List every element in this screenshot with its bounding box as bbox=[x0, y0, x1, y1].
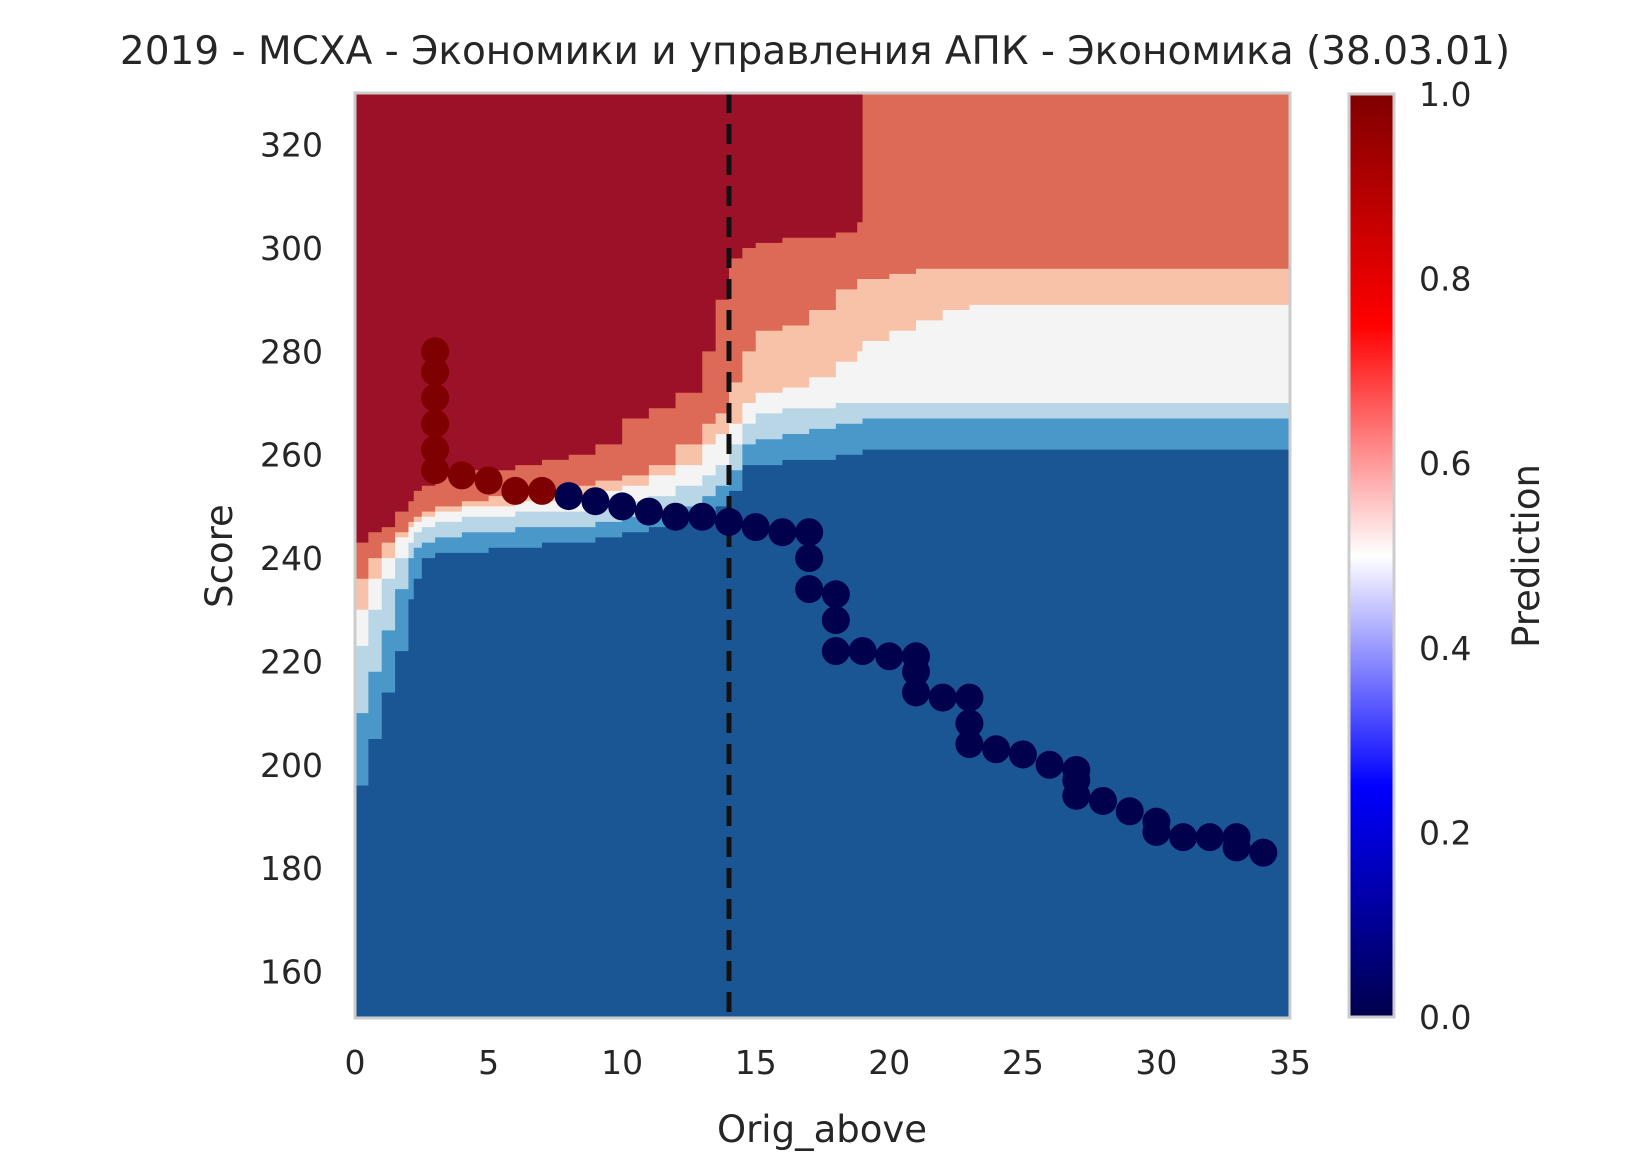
x-tick-labels: 0 5 10 15 20 25 30 35 bbox=[345, 1043, 1312, 1082]
scatter-point bbox=[715, 507, 743, 536]
scatter-point bbox=[501, 476, 530, 505]
colorbar-tick-label: 0.6 bbox=[1419, 444, 1471, 483]
y-tick-label: 200 bbox=[260, 746, 323, 785]
scatter-point bbox=[1089, 786, 1117, 815]
scatter-point bbox=[795, 575, 824, 604]
scatter-point bbox=[554, 482, 583, 511]
scatter-point bbox=[447, 461, 476, 490]
scatter-point bbox=[982, 735, 1011, 764]
scatter-point bbox=[875, 642, 904, 671]
scatter-point bbox=[661, 502, 690, 531]
chart-title: 2019 - МСХА - Экономики и управления АПК… bbox=[120, 29, 1510, 74]
x-tick-label: 0 bbox=[345, 1043, 366, 1082]
y-tick-label: 180 bbox=[260, 849, 323, 888]
y-tick-label: 320 bbox=[260, 126, 323, 165]
scatter-point bbox=[902, 678, 930, 707]
scatter-point bbox=[421, 358, 450, 387]
y-axis-label: Score bbox=[198, 504, 241, 608]
colorbar bbox=[1347, 92, 1396, 1019]
scatter-point bbox=[768, 518, 797, 547]
scatter-point bbox=[821, 580, 850, 609]
scatter-point bbox=[848, 637, 877, 666]
scatter-point bbox=[1169, 823, 1198, 852]
scatter-points bbox=[421, 337, 1278, 867]
x-tick-label: 20 bbox=[868, 1043, 910, 1082]
y-tick-label: 220 bbox=[260, 642, 323, 681]
region-level-0.9 bbox=[355, 93, 1290, 543]
x-tick-label: 25 bbox=[1002, 1043, 1044, 1082]
scatter-point bbox=[821, 637, 850, 666]
scatter-point bbox=[688, 502, 717, 531]
scatter-point bbox=[1195, 823, 1224, 852]
colorbar-tick-label: 0.2 bbox=[1419, 813, 1471, 852]
scatter-point bbox=[421, 456, 450, 485]
scatter-point bbox=[608, 492, 637, 521]
scatter-point bbox=[581, 487, 610, 516]
scatter-point bbox=[955, 730, 984, 759]
colorbar-tick-label: 0.4 bbox=[1419, 629, 1471, 668]
colorbar-label: Prediction bbox=[1505, 464, 1548, 648]
x-axis-label: Orig_above bbox=[717, 1108, 927, 1151]
scatter-point bbox=[741, 513, 770, 542]
scatter-point bbox=[1115, 797, 1144, 826]
scatter-point bbox=[795, 518, 824, 547]
scatter-point bbox=[1062, 781, 1091, 810]
scatter-point bbox=[1249, 838, 1278, 867]
y-tick-label: 240 bbox=[260, 539, 323, 578]
colorbar-tick-label: 0.0 bbox=[1419, 998, 1471, 1037]
scatter-point bbox=[421, 435, 450, 464]
scatter-point bbox=[1035, 750, 1064, 779]
x-tick-label: 10 bbox=[601, 1043, 643, 1082]
scatter-point bbox=[928, 683, 957, 712]
x-tick-label: 5 bbox=[478, 1043, 499, 1082]
colorbar-tick-label: 0.8 bbox=[1419, 260, 1471, 299]
x-tick-label: 15 bbox=[735, 1043, 777, 1082]
scatter-point bbox=[421, 337, 450, 366]
y-tick-labels: 160 180 200 220 240 260 280 300 320 bbox=[260, 126, 323, 992]
plot-frame bbox=[353, 91, 1292, 1020]
y-tick-label: 300 bbox=[260, 229, 323, 268]
colorbar-tick-label: 1.0 bbox=[1419, 75, 1471, 114]
scatter-point bbox=[795, 544, 824, 573]
scatter-point bbox=[474, 466, 503, 495]
colorbar-tick-labels: 0.0 0.2 0.4 0.6 0.8 1.0 bbox=[1419, 75, 1471, 1037]
scatter-point bbox=[821, 606, 850, 635]
scatter-point bbox=[902, 657, 930, 686]
scatter-point bbox=[421, 409, 450, 438]
scatter-point bbox=[1222, 833, 1251, 862]
scatter-point bbox=[1142, 817, 1171, 846]
scatter-point bbox=[421, 383, 450, 412]
x-tick-label: 35 bbox=[1269, 1043, 1311, 1082]
scatter-point bbox=[1008, 740, 1037, 769]
y-tick-label: 280 bbox=[260, 332, 323, 371]
scatter-point bbox=[955, 709, 984, 738]
y-tick-label: 260 bbox=[260, 436, 323, 475]
y-tick-label: 160 bbox=[260, 952, 323, 991]
scatter-point bbox=[528, 476, 556, 505]
scatter-point bbox=[955, 683, 984, 712]
scatter-point bbox=[634, 497, 663, 526]
x-tick-label: 30 bbox=[1135, 1043, 1177, 1082]
